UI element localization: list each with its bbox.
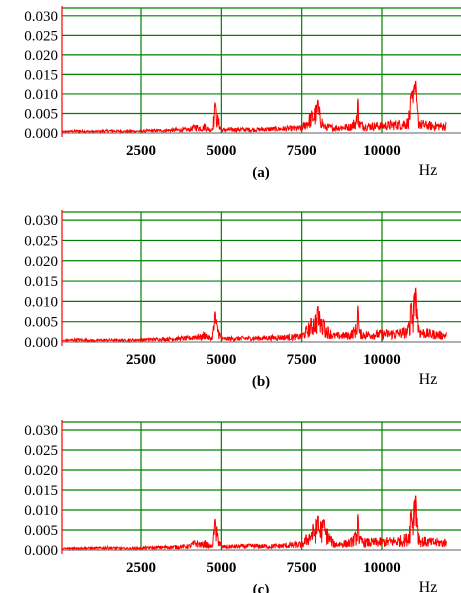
x-tick-label: 7500 (287, 560, 317, 576)
y-tick-label: 0.010 (24, 503, 58, 519)
y-tick-label: 0.015 (24, 274, 58, 290)
x-axis-label: Hz (419, 371, 438, 388)
x-axis-label: Hz (419, 162, 438, 179)
y-tick-label: 0.000 (24, 126, 58, 142)
y-tick-label: 0.020 (24, 48, 58, 64)
panel-label: (b) (252, 374, 270, 390)
y-tick-label: 0.025 (24, 28, 58, 44)
x-tick-label: 2500 (126, 560, 156, 576)
spectrum-series-line (61, 286, 447, 344)
x-tick-label: 5000 (206, 143, 236, 159)
x-tick-label: 7500 (287, 143, 317, 159)
chart-panel-c: 0.000 0.005 0.010 0.015 0.020 0.025 0.030 2500 5… (24, 420, 461, 593)
x-tick-label: 2500 (126, 352, 156, 368)
x-tick-label: 10000 (363, 352, 401, 368)
x-tick-label: 5000 (206, 560, 236, 576)
y-tick-label: 0.005 (24, 523, 58, 539)
spectrum-series-line (62, 80, 447, 135)
y-tick-label: 0.010 (24, 87, 58, 103)
x-axis-label: Hz (419, 579, 438, 593)
y-tick-label: 0.030 (24, 9, 58, 25)
panel-label: (a) (252, 165, 270, 181)
y-tick-label: 0.025 (24, 233, 58, 249)
spectrum-series-line (61, 495, 447, 552)
y-tick-label: 0.000 (24, 543, 58, 559)
y-tick-label: 0.005 (24, 315, 58, 331)
panel-label: (c) (253, 582, 270, 593)
y-tick-label: 0.030 (24, 423, 58, 439)
chart-panel-a: 0.000 0.005 0.010 0.015 0.020 0.025 0.030 2500 5… (24, 6, 461, 181)
x-tick-label: 5000 (206, 352, 236, 368)
x-tick-label: 2500 (126, 143, 156, 159)
y-tick-label: 0.005 (24, 106, 58, 122)
x-tick-label: 7500 (287, 352, 317, 368)
x-tick-label: 10000 (363, 560, 401, 576)
y-tick-label: 0.025 (24, 443, 58, 459)
y-tick-label: 0.020 (24, 463, 58, 479)
y-tick-label: 0.015 (24, 67, 58, 83)
y-tick-label: 0.020 (24, 254, 58, 270)
chart-panel-b: 0.000 0.005 0.010 0.015 0.020 0.025 0.030 2500 5… (24, 210, 461, 390)
y-tick-label: 0.010 (24, 294, 58, 310)
y-tick-label: 0.000 (24, 335, 58, 351)
x-tick-label: 10000 (363, 143, 401, 159)
y-tick-label: 0.030 (24, 213, 58, 229)
y-tick-label: 0.015 (24, 483, 58, 499)
